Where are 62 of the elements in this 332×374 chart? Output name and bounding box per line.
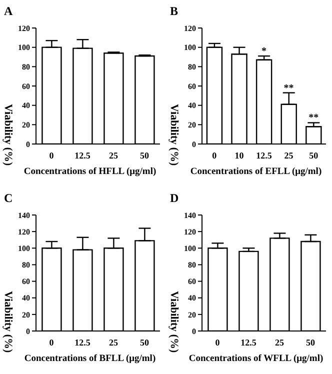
y-tick-label: 100 xyxy=(18,43,30,52)
y-tick-label: 100 xyxy=(18,244,30,253)
y-tick-label: 120 xyxy=(184,24,196,33)
y-tick-label: 100 xyxy=(184,244,196,253)
y-tick-label: 20 xyxy=(188,310,196,320)
chart-title: A xyxy=(4,4,13,19)
y-tick-label: 40 xyxy=(22,294,30,303)
y-tick-label: 40 xyxy=(22,101,30,110)
x-tick-label: 25 xyxy=(284,150,294,160)
y-tick-label: 120 xyxy=(18,227,30,236)
chart-title: C xyxy=(4,191,13,206)
x-tick-label: 25 xyxy=(275,337,284,348)
y-tick-label: 40 xyxy=(188,294,196,303)
y-tick-label: 40 xyxy=(188,101,196,110)
y-axis-title: Viability (%) xyxy=(2,104,14,166)
annotation: ** xyxy=(308,112,319,124)
y-tick-label: 60 xyxy=(188,82,196,91)
y-tick-label: 20 xyxy=(22,120,30,130)
y-tick-label: 120 xyxy=(184,227,196,236)
x-tick-label: 50 xyxy=(309,150,319,160)
y-tick-label: 80 xyxy=(22,62,30,72)
x-tick-label: 25 xyxy=(109,150,118,160)
y-tick-label: 20 xyxy=(22,310,30,320)
y-tick-label: 20 xyxy=(188,120,196,130)
y-tick-label: 60 xyxy=(22,82,30,91)
x-tick-label: 0 xyxy=(49,150,54,160)
x-tick-label: 12.5 xyxy=(74,150,91,160)
y-tick-label: 140 xyxy=(184,210,196,220)
y-tick-label: 80 xyxy=(22,260,30,270)
x-tick-label: 0 xyxy=(49,337,54,348)
x-tick-label: 12.5 xyxy=(256,150,272,160)
chart-title: B xyxy=(170,4,178,19)
y-tick-label: 140 xyxy=(18,210,30,220)
y-tick-label: 100 xyxy=(184,43,196,52)
y-tick-label: 0 xyxy=(26,326,30,336)
y-axis-title: Viability (%) xyxy=(2,291,14,353)
y-tick-label: 80 xyxy=(188,62,196,72)
chart-title: D xyxy=(170,191,179,206)
x-tick-label: 50 xyxy=(306,337,316,348)
y-tick-label: 60 xyxy=(22,277,30,286)
x-tick-label: 50 xyxy=(140,150,150,160)
x-tick-label: 12.5 xyxy=(240,337,257,348)
y-tick-label: 80 xyxy=(188,260,196,270)
x-tick-label: 0 xyxy=(212,150,218,160)
y-tick-label: 60 xyxy=(188,277,196,286)
x-axis-title: Concentrations of EFLL (μg/ml) xyxy=(189,167,323,177)
annotation: ** xyxy=(284,82,294,94)
y-tick-label: 0 xyxy=(192,326,196,336)
x-tick-label: 10 xyxy=(234,150,244,160)
y-axis-title: Viability (%) xyxy=(168,291,180,353)
x-tick-label: 0 xyxy=(215,337,220,348)
y-axis-title: Viability (%) xyxy=(168,104,180,166)
x-axis-title: Concentrations of HFLL (μg/ml) xyxy=(22,167,158,177)
x-axis-title: Concentrations of WFLL (μg/ml) xyxy=(188,354,324,364)
y-tick-label: 0 xyxy=(26,140,30,149)
x-tick-label: 12.5 xyxy=(74,337,91,348)
x-tick-label: 25 xyxy=(109,337,118,348)
y-tick-label: 0 xyxy=(192,140,196,149)
x-axis-title: Concentrations of BFLL (μg/ml) xyxy=(23,354,157,364)
x-tick-label: 50 xyxy=(140,337,150,348)
annotation: * xyxy=(262,46,266,58)
y-tick-label: 120 xyxy=(18,24,30,33)
